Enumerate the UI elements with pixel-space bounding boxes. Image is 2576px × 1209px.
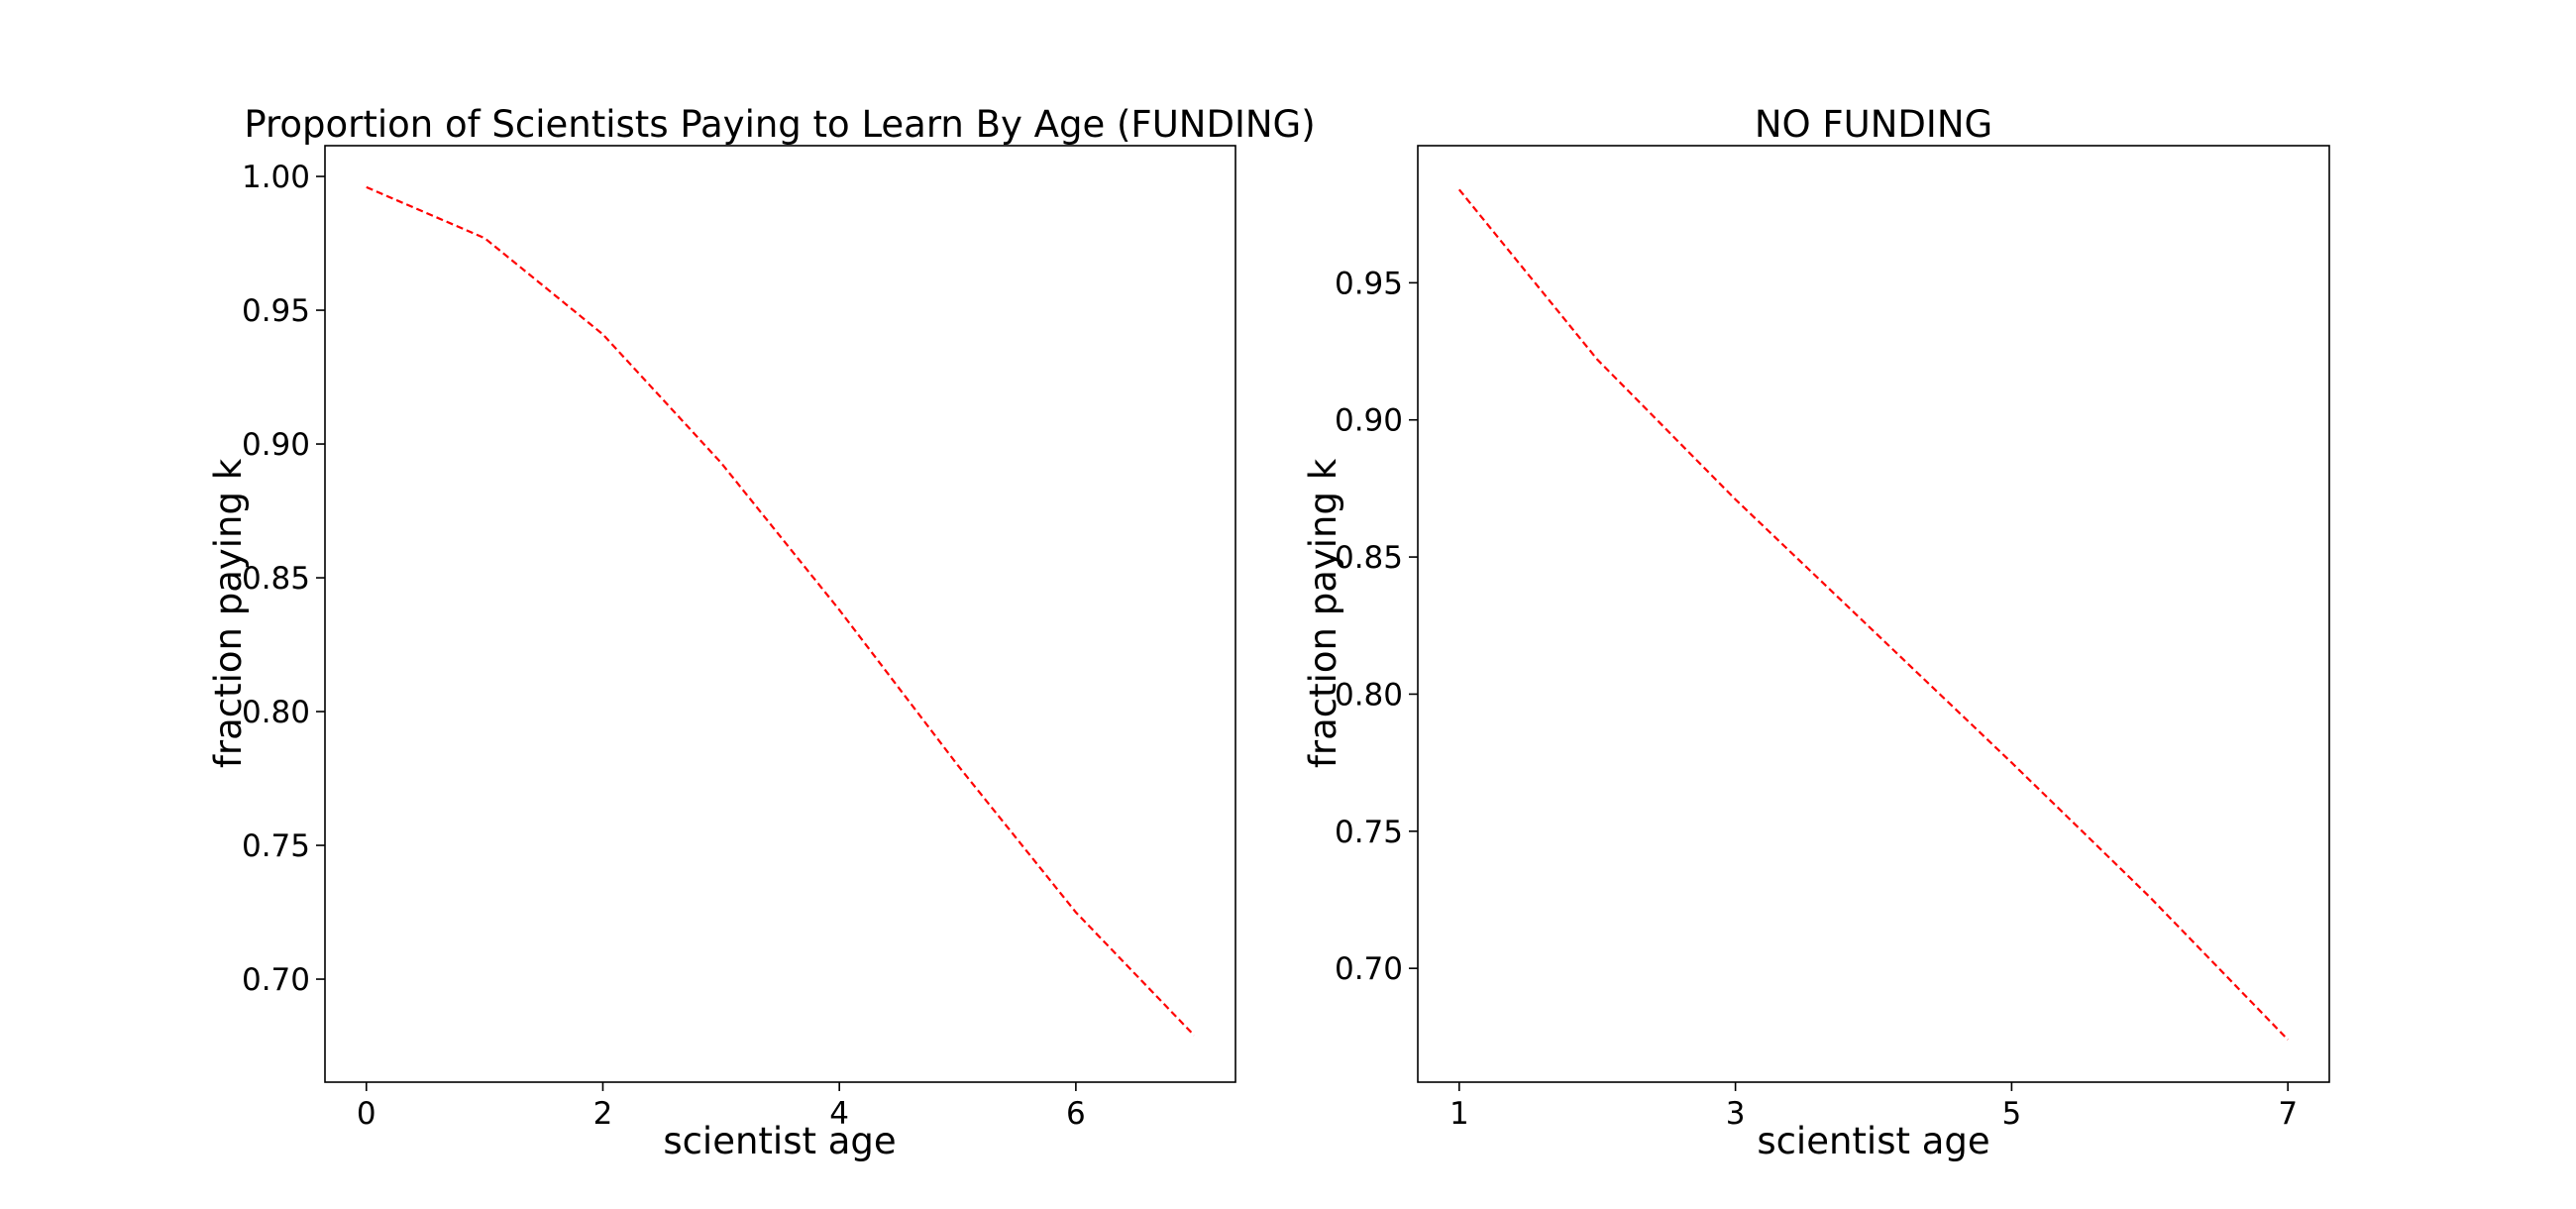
y-tick-label: 0.80 [242, 695, 310, 730]
chart-marks [1457, 188, 2289, 1041]
chart-marks [366, 185, 1195, 1037]
y-axis-label: fraction paying k [207, 458, 250, 768]
y-tick-label: 0.85 [1335, 540, 1403, 576]
x-tick-label: 2 [593, 1096, 613, 1132]
x-axis-label: scientist age [663, 1120, 896, 1162]
x-tick-label: 3 [1726, 1096, 1746, 1132]
x-tick-label: 7 [2278, 1096, 2298, 1132]
x-tick-label: 0 [357, 1096, 376, 1132]
y-tick-label: 0.90 [1335, 403, 1403, 439]
y-tick-label: 0.75 [1335, 815, 1403, 850]
y-tick-label: 0.70 [242, 962, 310, 998]
x-tick-label: 4 [829, 1096, 849, 1132]
chart-title: Proportion of Scientists Paying to Learn… [244, 103, 1315, 146]
x-tick-label: 1 [1449, 1096, 1469, 1132]
series-line [366, 185, 1195, 1037]
series-line [1457, 188, 2289, 1041]
y-tick-label: 0.95 [1335, 266, 1403, 301]
chart-funding: Proportion of Scientists Paying to Learn… [207, 103, 1316, 1162]
y-tick-label: 0.90 [242, 427, 310, 463]
y-tick-label: 0.80 [1335, 677, 1403, 713]
chart-title: NO FUNDING [1755, 103, 1992, 146]
axes-frame [324, 145, 1236, 1083]
chart-no-funding: NO FUNDING scientist age fraction paying… [1302, 103, 2330, 1162]
y-tick-label: 0.75 [242, 828, 310, 864]
x-tick-label: 6 [1066, 1096, 1086, 1132]
y-tick-label: 1.00 [242, 160, 310, 195]
axes-frame [1417, 145, 2330, 1083]
y-axis-label: fraction paying k [1302, 458, 1344, 768]
x-tick-label: 5 [2002, 1096, 2022, 1132]
y-tick-label: 0.85 [242, 561, 310, 597]
x-axis-label: scientist age [1757, 1120, 1989, 1162]
y-tick-label: 0.95 [242, 293, 310, 329]
y-tick-label: 0.70 [1335, 951, 1403, 987]
